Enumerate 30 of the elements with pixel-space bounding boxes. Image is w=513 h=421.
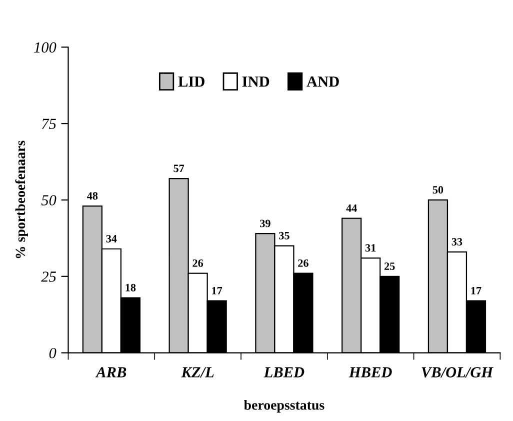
data-label: 57 (174, 164, 184, 172)
data-label: 26 (298, 259, 308, 267)
data-label: 39 (260, 220, 270, 228)
data-label: 50 (432, 186, 444, 194)
legend-label: IND (242, 76, 270, 87)
data-label: 17 (471, 286, 482, 294)
data-label: 31 (365, 244, 376, 252)
legend-label: LID (178, 76, 204, 87)
data-label: 34 (106, 234, 117, 242)
data-label: 48 (87, 192, 98, 200)
data-label: 33 (452, 238, 462, 246)
y-tick-label: 0 (49, 348, 56, 358)
x-axis-title: beroepsstatus (244, 400, 324, 413)
x-tick-label: HBED (348, 367, 392, 378)
y-tick-label: 25 (41, 272, 56, 282)
data-label: 44 (346, 204, 357, 212)
data-label: 26 (192, 259, 204, 267)
legend-label: AND (306, 76, 339, 87)
x-tick-label: ARB (95, 367, 126, 378)
data-label: 25 (384, 262, 395, 270)
x-tick-label: VB/OL/GH (422, 367, 494, 378)
x-tick-label: LBED (264, 367, 304, 378)
data-label: 35 (279, 232, 290, 240)
y-tick-label: 50 (41, 195, 56, 206)
data-label: 18 (126, 284, 136, 292)
y-tick-label: 100 (34, 42, 56, 53)
x-tick-label: KZ/L (181, 367, 214, 378)
data-label: 17 (212, 286, 222, 294)
y-tick-label: 75 (42, 118, 56, 130)
y-axis-title: % sportbeoefenaars (15, 140, 28, 258)
